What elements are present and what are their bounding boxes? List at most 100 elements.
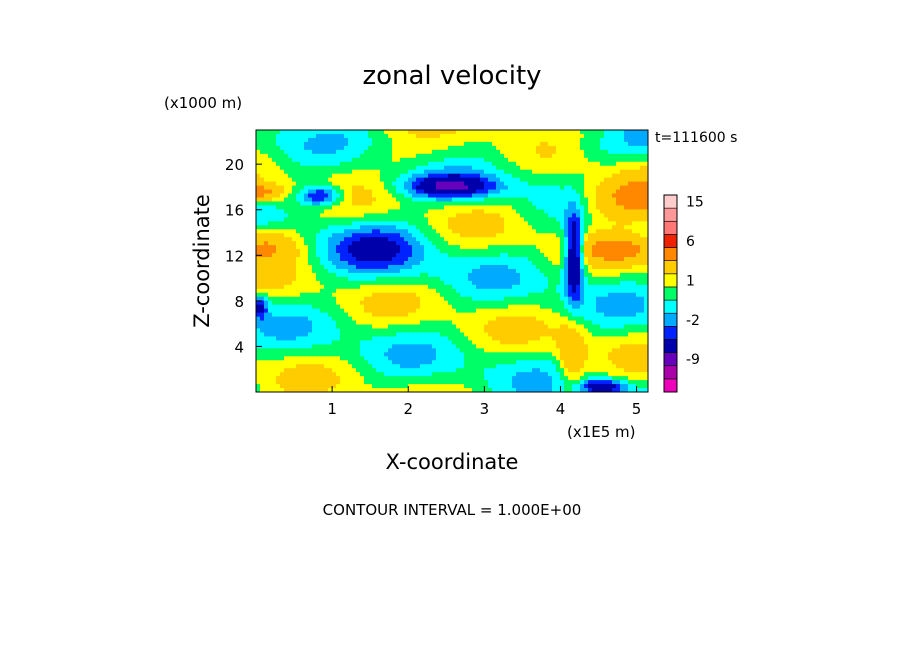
field-cell [512,364,517,369]
field-cell [328,328,333,334]
field-cell [448,352,453,357]
field-cell [452,376,457,381]
field-cell [308,308,313,314]
field-cell [528,237,533,242]
field-cell [344,181,349,187]
field-cell [392,316,397,322]
field-cell [340,245,345,250]
field-cell [464,229,469,234]
field-cell [420,384,425,389]
field-cell [264,165,269,171]
field-cell [256,133,261,139]
field-cell [364,308,369,314]
field-cell [344,185,349,191]
field-cell [528,312,533,318]
field-cell [340,376,345,381]
field-cell [348,276,353,282]
field-cell [308,372,313,377]
field-cell [260,237,265,242]
field-cell [500,296,505,302]
field-cell [380,225,385,230]
field-cell [428,181,433,187]
field-cell [476,209,481,214]
field-cell [552,229,557,234]
field-cell [372,384,377,389]
field-cell [260,201,265,207]
field-cell [348,157,353,163]
field-cell [304,209,309,214]
field-cell [440,173,445,179]
field-cell [304,245,309,250]
field-cell [396,173,401,179]
field-cell [316,284,321,290]
field-cell [504,268,509,274]
field-cell [324,356,329,361]
field-cell [540,376,545,381]
field-cell [332,165,337,171]
field-cell [540,304,545,310]
field-cell [464,312,469,318]
field-cell [324,268,329,274]
field-cell [336,340,341,345]
field-cell [508,257,513,262]
field-cell [404,225,409,230]
field-cell [308,296,313,302]
field-cell [520,288,525,294]
field-cell [552,368,557,373]
field-cell [544,157,549,163]
field-cell [420,217,425,222]
field-cell [500,280,505,286]
field-cell [376,205,381,210]
field-cell [492,193,497,199]
field-cell [336,360,341,365]
field-cell [384,133,389,139]
field-cell [272,276,277,282]
field-cell [532,280,537,286]
field-cell [344,276,349,282]
field-cell [344,217,349,222]
field-cell [412,316,417,322]
field-cell [384,177,389,183]
field-cell [436,253,441,258]
field-cell [540,296,545,302]
field-cell [328,356,333,361]
field-cell [256,296,261,302]
field-cell [524,161,529,167]
field-cell [504,217,509,222]
field-cell [508,173,513,179]
field-cell [328,320,333,326]
field-cell [304,177,309,183]
field-cell [536,268,541,274]
field-cell [520,149,525,155]
field-cell [308,352,313,357]
field-cell [328,316,333,322]
field-cell [552,245,557,250]
field-cell [260,284,265,290]
field-cell [516,364,521,369]
field-cell [480,165,485,171]
field-cell [384,229,389,234]
field-cell [440,245,445,250]
field-cell [528,372,533,377]
field-cell [392,130,397,135]
field-cell [440,225,445,230]
field-cell [264,241,269,246]
field-cell [532,356,537,361]
field-cell [556,268,561,274]
field-cell [348,197,353,203]
field-cell [432,280,437,286]
field-cell [472,130,477,135]
field-cell [552,241,557,246]
field-cell [304,229,309,234]
field-cell [364,157,369,163]
field-cell [296,328,301,334]
field-cell [492,324,497,330]
field-cell [464,145,469,151]
field-cell [400,237,405,242]
field-cell [368,272,373,278]
field-cell [428,145,433,151]
field-cell [344,197,349,203]
field-cell [360,169,365,175]
field-cell [292,145,297,151]
field-cell [268,388,273,392]
